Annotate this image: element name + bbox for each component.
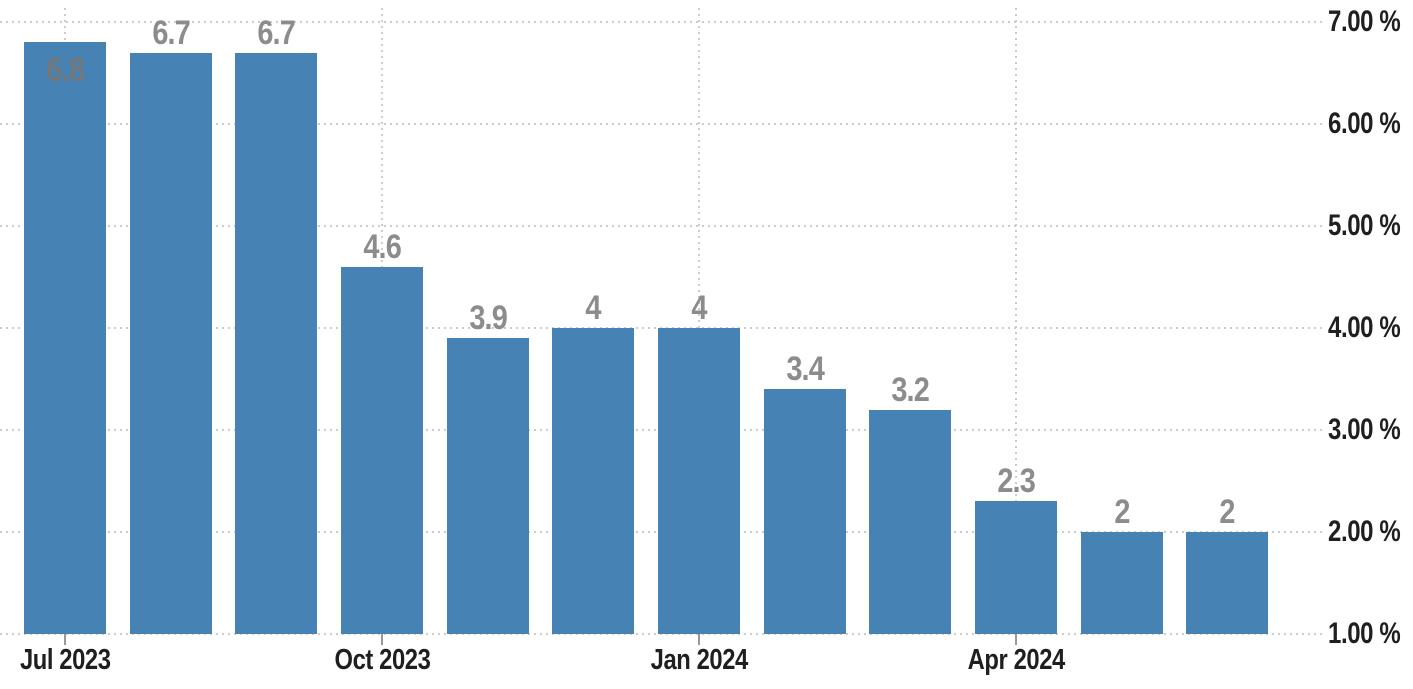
label-text: 3.00 % <box>1328 413 1401 446</box>
x-axis-tick-mark <box>381 634 383 645</box>
x-axis-tick-label: Jan 2024 <box>609 644 789 676</box>
bar-value-label: 3.2 <box>830 370 990 410</box>
x-axis-tick-label: Oct 2023 <box>292 644 472 676</box>
y-axis-tick-label: 5.00 % <box>1328 210 1413 242</box>
bar[interactable] <box>975 501 1057 634</box>
label-text: 3.2 <box>891 371 929 409</box>
bar[interactable] <box>1186 532 1268 634</box>
label-text: 4.6 <box>363 228 401 266</box>
label-text: 2.00 % <box>1328 515 1401 548</box>
y-axis-tick-label: 3.00 % <box>1328 414 1413 446</box>
label-text: 3.4 <box>786 350 824 388</box>
label-text: Jan 2024 <box>650 644 748 676</box>
y-axis-tick-label: 4.00 % <box>1328 312 1413 344</box>
label-text: 6.7 <box>257 14 295 52</box>
y-axis-tick-label: 7.00 % <box>1328 6 1413 38</box>
label-text: 5.00 % <box>1328 209 1401 242</box>
y-gridline <box>0 633 1322 635</box>
bar-value-label: 3.4 <box>725 349 885 389</box>
label-text: 6.7 <box>152 14 190 52</box>
label-text: Apr 2024 <box>967 644 1065 676</box>
bar[interactable] <box>552 328 634 634</box>
x-gridline <box>698 8 700 634</box>
x-axis-tick-mark <box>698 634 700 645</box>
label-text: 2 <box>1114 493 1130 531</box>
x-axis-tick-mark <box>64 634 66 645</box>
x-gridline <box>1015 8 1017 634</box>
y-axis-tick-label: 2.00 % <box>1328 516 1413 548</box>
x-axis-tick-label: Apr 2024 <box>926 644 1106 676</box>
label-text: 2.3 <box>997 462 1035 500</box>
bar-value-label: 6.7 <box>91 13 251 53</box>
bar[interactable] <box>764 389 846 634</box>
bar-value-label: 2.3 <box>936 461 1096 501</box>
label-text: 4.00 % <box>1328 311 1401 344</box>
bar-value-label: 6.8 <box>0 50 145 90</box>
y-gridline <box>0 21 1322 23</box>
bar[interactable] <box>447 338 529 634</box>
bar[interactable] <box>658 328 740 634</box>
label-text: 2 <box>1219 493 1235 531</box>
label-text: 7.00 % <box>1328 5 1401 38</box>
bar-value-label: 6.7 <box>196 13 356 53</box>
bar-value-label: 2 <box>1042 492 1202 532</box>
label-text: 3.9 <box>469 299 507 337</box>
bar[interactable] <box>235 53 317 634</box>
label-text: 4 <box>691 289 707 327</box>
x-axis-tick-label: Jul 2023 <box>0 644 155 676</box>
y-axis-tick-label: 6.00 % <box>1328 108 1413 140</box>
x-axis-tick-mark <box>1015 634 1017 645</box>
y-axis-tick-label: 1.00 % <box>1328 618 1413 650</box>
bar[interactable] <box>341 267 423 634</box>
bar[interactable] <box>24 42 106 634</box>
label-text: 6.00 % <box>1328 107 1401 140</box>
bar[interactable] <box>1081 532 1163 634</box>
label-text: Jul 2023 <box>19 644 111 676</box>
label-text: 1.00 % <box>1328 617 1401 650</box>
bar-value-label: 4 <box>513 288 673 328</box>
label-text: Oct 2023 <box>334 644 430 676</box>
bar-value-label: 4 <box>619 288 779 328</box>
y-gridline <box>0 123 1322 125</box>
bar-value-label: 4.6 <box>302 227 462 267</box>
label-text: 4 <box>585 289 601 327</box>
bar-value-label: 2 <box>1147 492 1307 532</box>
y-gridline <box>0 225 1322 227</box>
bar[interactable] <box>869 410 951 634</box>
bar[interactable] <box>130 53 212 634</box>
bar-value-label: 3.9 <box>408 298 568 338</box>
label-text: 6.8 <box>46 51 84 89</box>
